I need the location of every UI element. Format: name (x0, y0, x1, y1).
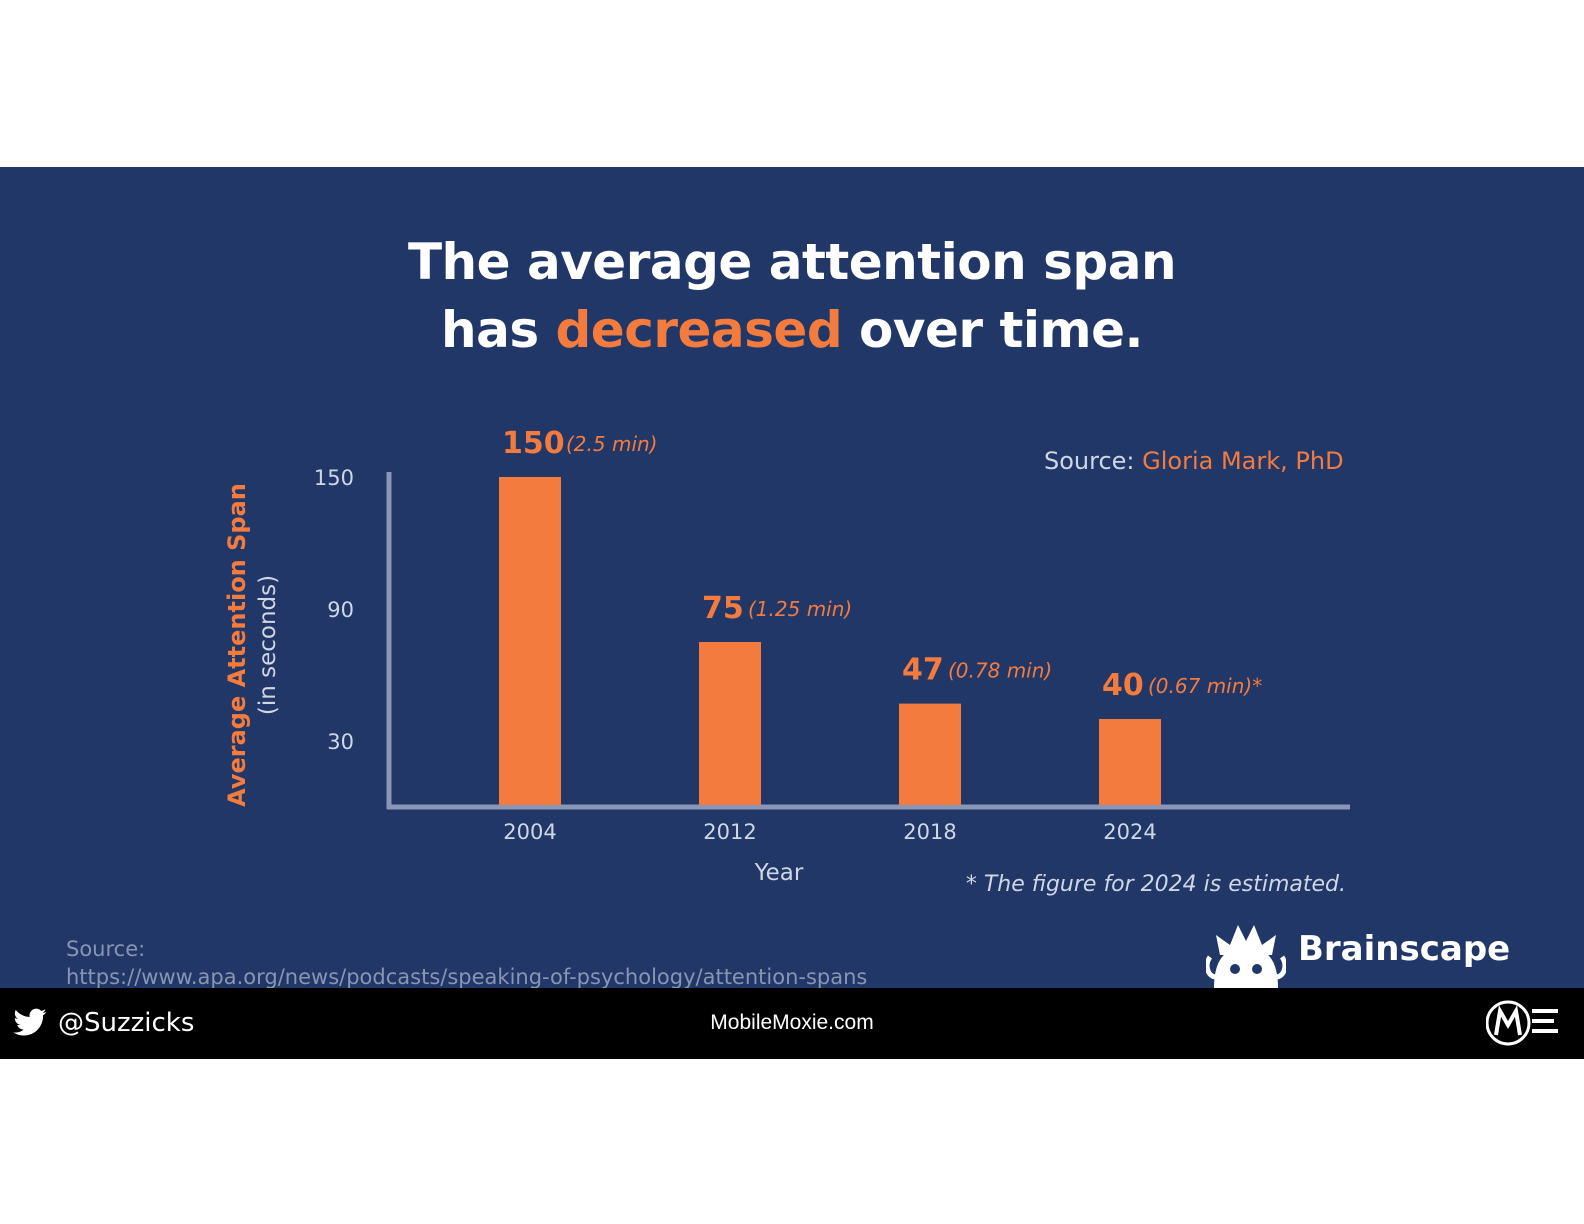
brainscape-logo-icon (1206, 925, 1286, 988)
x-tick-label: 2004 (503, 820, 556, 844)
title-line-2: has decreased over time. (0, 301, 1584, 359)
slide: The average attention span has decreased… (0, 167, 1584, 988)
bar (499, 477, 561, 805)
y-tick-label: 30 (327, 730, 354, 754)
data-label: 150 (502, 426, 565, 461)
data-note: (2.5 min) (566, 432, 657, 456)
brand: Brainscape (1206, 917, 1510, 988)
brand-name: Brainscape (1298, 929, 1511, 969)
y-tick-label: 90 (327, 598, 354, 622)
site-url[interactable]: MobileMoxie.com (710, 1011, 874, 1034)
source-name: Gloria Mark, PhD (1142, 447, 1344, 475)
bar (899, 703, 961, 805)
y-tick-label: 150 (314, 466, 354, 490)
source-citation-label: Source: (66, 937, 146, 961)
twitter-handle[interactable]: @Suzzicks (58, 1008, 195, 1038)
bar (1099, 719, 1161, 805)
mobile-moxie-logo-icon (1486, 1000, 1558, 1046)
source-citation: Source: https://www.apa.org/news/podcast… (66, 935, 867, 988)
y-axis-subtitle: (in seconds) (255, 575, 281, 715)
source-citation-url[interactable]: https://www.apa.org/news/podcasts/speaki… (66, 965, 868, 988)
source-label: Source: (1044, 447, 1143, 475)
data-note: (0.67 min)* (1148, 674, 1262, 698)
title-accent: decreased (555, 301, 843, 359)
x-tick-label: 2012 (703, 820, 756, 844)
y-axis-title: Average Attention Span (223, 483, 251, 807)
data-label: 40 (1102, 668, 1144, 703)
chart-source: Source: Gloria Mark, PhD (1044, 447, 1344, 475)
title-pre: has (440, 301, 556, 359)
title-line-1: The average attention span (407, 233, 1177, 291)
x-tick-label: 2024 (1103, 820, 1156, 844)
bar (699, 642, 761, 805)
data-note: (1.25 min) (748, 597, 852, 621)
x-axis-title: Year (754, 860, 804, 886)
title-post: over time. (842, 301, 1143, 359)
footer-bar: @Suzzicks MobileMoxie.com (0, 988, 1584, 1059)
data-label: 75 (702, 591, 744, 626)
data-note: (0.78 min) (948, 659, 1052, 683)
chart-footnote: * The figure for 2024 is estimated. (965, 872, 1346, 897)
data-label: 47 (902, 653, 944, 688)
twitter-bird-icon[interactable] (12, 1005, 48, 1041)
x-tick-label: 2018 (903, 820, 956, 844)
